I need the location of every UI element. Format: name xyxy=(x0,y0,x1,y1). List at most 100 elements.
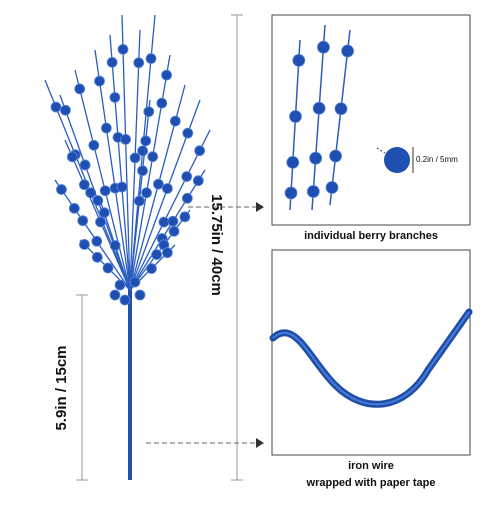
branch xyxy=(129,169,206,291)
berry xyxy=(146,263,157,274)
magnify-pointer xyxy=(376,147,386,154)
berry xyxy=(168,225,180,237)
berry xyxy=(91,251,103,263)
pointer-arrows xyxy=(146,206,256,444)
berry xyxy=(156,97,168,109)
detail-berry xyxy=(317,40,330,54)
plant xyxy=(44,14,211,480)
berry-detail xyxy=(284,24,355,211)
berry xyxy=(137,165,148,177)
arrow-heads xyxy=(256,202,264,448)
branch xyxy=(129,209,191,291)
stem-label: 5.9in / 15cm xyxy=(53,345,70,430)
detail-berry xyxy=(306,185,320,198)
detail-berry xyxy=(334,102,348,116)
branch xyxy=(129,54,171,291)
detail-berry xyxy=(284,186,298,200)
berry xyxy=(134,289,146,301)
branch xyxy=(109,34,131,291)
berry xyxy=(162,183,173,194)
detail-branch xyxy=(329,29,351,206)
berry xyxy=(99,185,111,197)
berry xyxy=(116,181,128,193)
berry xyxy=(100,122,112,134)
berry xyxy=(109,240,121,251)
branch xyxy=(94,49,131,291)
branch xyxy=(54,179,131,291)
berry xyxy=(120,134,132,145)
berry xyxy=(141,187,152,199)
berry xyxy=(182,127,194,139)
berry xyxy=(102,262,114,274)
berry xyxy=(95,216,106,228)
berry xyxy=(129,152,141,164)
berry xyxy=(98,207,110,219)
berry xyxy=(133,195,145,207)
berry xyxy=(114,279,126,291)
berry xyxy=(106,56,118,68)
berry xyxy=(194,145,206,157)
detail-berry xyxy=(329,149,343,163)
berry xyxy=(192,175,204,187)
berry xyxy=(77,215,89,227)
berry xyxy=(161,69,172,81)
berry xyxy=(129,276,141,288)
berry xyxy=(68,202,80,214)
berry xyxy=(66,151,78,163)
berry xyxy=(91,235,103,247)
berry xyxy=(167,215,179,227)
berry xyxy=(79,159,91,171)
caption-2-line-1: iron wire xyxy=(348,460,394,472)
berry xyxy=(133,57,145,69)
magnified-berry xyxy=(384,147,410,173)
branch xyxy=(121,14,131,291)
berry xyxy=(140,135,152,147)
berry xyxy=(147,151,159,163)
height-dimension xyxy=(231,14,243,481)
branch xyxy=(129,129,211,291)
berry xyxy=(143,106,155,118)
wire-highlight xyxy=(272,311,470,406)
berry xyxy=(56,184,67,195)
berry xyxy=(117,43,129,55)
branch xyxy=(74,69,131,291)
size-label: 0.2in / 5mm xyxy=(416,155,458,164)
branch xyxy=(59,94,131,291)
berry xyxy=(151,249,163,260)
berry xyxy=(119,294,131,306)
berry xyxy=(181,171,193,182)
stem-dimension xyxy=(76,294,88,481)
detail-berry xyxy=(312,101,326,115)
detail-berry xyxy=(292,54,306,67)
detail-branch xyxy=(289,39,301,211)
berry xyxy=(74,83,86,95)
detail-berry xyxy=(289,110,302,123)
detail-branch xyxy=(311,24,326,211)
branch xyxy=(129,99,151,291)
berry xyxy=(88,139,100,151)
berry xyxy=(152,178,164,190)
detail-box-1 xyxy=(271,14,471,226)
berry xyxy=(158,216,170,228)
berry xyxy=(181,192,193,204)
caption-2-line-2: wrapped with paper tape xyxy=(306,477,436,489)
height-label: 15.75in / 40cm xyxy=(208,194,225,296)
berry xyxy=(79,239,90,250)
detail-berry xyxy=(286,155,300,169)
detail-berry xyxy=(325,181,339,194)
berry xyxy=(50,101,62,113)
berry xyxy=(161,247,173,259)
berry xyxy=(94,75,105,87)
detail-berry xyxy=(309,151,323,165)
berry xyxy=(137,145,149,157)
berry xyxy=(109,92,121,103)
berry xyxy=(169,115,181,127)
berry xyxy=(78,179,90,191)
detail-berry xyxy=(341,44,355,58)
berry xyxy=(145,53,157,64)
berry xyxy=(60,104,71,116)
berry xyxy=(109,289,121,301)
branch xyxy=(64,139,131,291)
